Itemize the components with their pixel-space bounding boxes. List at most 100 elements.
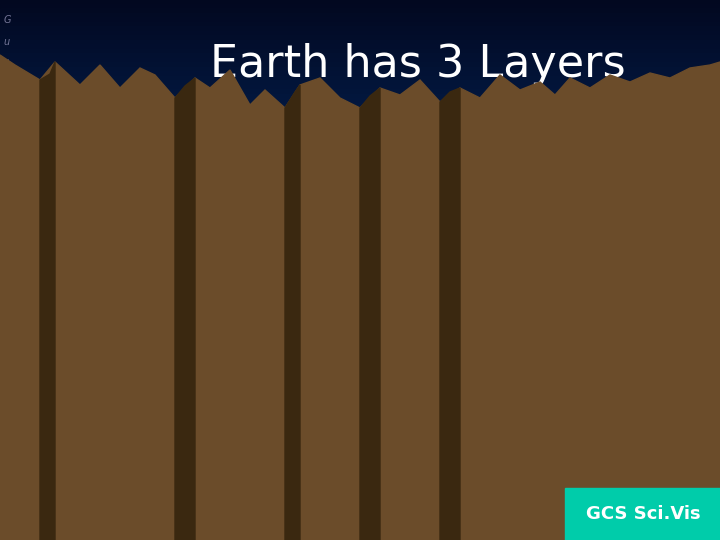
Bar: [0, 305, 720, 310]
Bar: [0, 327, 720, 333]
Bar: [0, 76, 720, 81]
Text: y: y: [4, 323, 10, 333]
Bar: [0, 363, 720, 369]
Text: V: V: [4, 455, 10, 465]
Bar: [0, 431, 720, 436]
Bar: [0, 49, 720, 54]
Bar: [0, 381, 720, 387]
Bar: [0, 395, 720, 401]
Bar: [0, 530, 720, 536]
Bar: [0, 525, 720, 531]
Wedge shape: [67, 110, 212, 270]
Bar: [0, 84, 720, 90]
Bar: [0, 130, 720, 135]
Wedge shape: [71, 115, 212, 270]
Bar: [0, 98, 720, 104]
Text: n: n: [4, 279, 10, 289]
Text: c: c: [4, 389, 9, 399]
Text: .: .: [6, 433, 9, 443]
Bar: [0, 390, 720, 396]
Bar: [0, 368, 720, 374]
Bar: [0, 89, 720, 94]
Bar: [565, 488, 720, 540]
Bar: [0, 494, 720, 500]
Bar: [0, 0, 720, 4]
Bar: [0, 481, 720, 486]
Wedge shape: [119, 167, 212, 270]
Bar: [0, 251, 720, 256]
Text: u: u: [4, 257, 10, 267]
Text: LOWER
MANTLE: LOWER MANTLE: [203, 218, 237, 238]
Bar: [0, 309, 720, 315]
Text: G: G: [4, 15, 11, 25]
Bar: [0, 26, 720, 31]
Bar: [0, 435, 720, 441]
Bar: [0, 116, 720, 122]
Bar: [0, 485, 720, 490]
Bar: [0, 512, 720, 517]
Bar: [0, 35, 720, 40]
Bar: [0, 440, 720, 445]
Polygon shape: [71, 205, 90, 348]
Bar: [0, 242, 720, 247]
Bar: [0, 265, 720, 270]
Bar: [0, 39, 720, 45]
Bar: [0, 120, 720, 126]
Bar: [0, 260, 720, 266]
Text: s: s: [4, 499, 9, 509]
Bar: [0, 296, 720, 301]
Text: o: o: [4, 235, 10, 245]
Bar: [0, 444, 720, 450]
Bar: [0, 197, 720, 202]
Bar: [0, 57, 720, 63]
Wedge shape: [84, 129, 212, 270]
Wedge shape: [144, 195, 212, 270]
Bar: [0, 161, 720, 166]
Bar: [0, 377, 720, 382]
Bar: [0, 174, 720, 180]
Bar: [0, 134, 720, 139]
Bar: [0, 157, 720, 162]
Bar: [0, 215, 720, 220]
Bar: [0, 22, 720, 27]
Bar: [0, 521, 720, 526]
Bar: [0, 93, 720, 99]
Bar: [0, 503, 720, 509]
Bar: [0, 458, 720, 463]
Bar: [0, 287, 720, 293]
Text: GCS Sci.Vis: GCS Sci.Vis: [585, 505, 701, 523]
Bar: [0, 255, 720, 261]
Text: •Mantle: •Mantle: [432, 255, 554, 285]
Bar: [0, 336, 720, 342]
Bar: [0, 300, 720, 306]
Bar: [0, 516, 720, 522]
Text: i: i: [6, 411, 9, 421]
Bar: [0, 62, 720, 68]
Bar: [0, 219, 720, 225]
Bar: [0, 211, 720, 216]
Bar: [0, 332, 720, 338]
Polygon shape: [360, 88, 380, 540]
Bar: [0, 111, 720, 117]
Polygon shape: [175, 78, 195, 540]
Bar: [0, 341, 720, 347]
Text: r: r: [5, 147, 9, 157]
Bar: [0, 498, 720, 504]
Bar: [0, 427, 720, 432]
Text: CRUST: CRUST: [100, 109, 150, 132]
Bar: [0, 103, 720, 108]
Text: •Core: •Core: [432, 192, 521, 220]
Text: UPPER MANTLE: UPPER MANTLE: [204, 393, 269, 402]
Bar: [0, 238, 720, 243]
Bar: [0, 319, 720, 324]
Polygon shape: [40, 62, 55, 540]
Bar: [0, 408, 720, 414]
Bar: [0, 147, 720, 153]
Bar: [0, 508, 720, 513]
Bar: [0, 170, 720, 176]
Bar: [0, 449, 720, 455]
Text: Earth has 3 Layers: Earth has 3 Layers: [210, 43, 626, 86]
Bar: [0, 138, 720, 144]
Bar: [0, 3, 720, 9]
Circle shape: [71, 129, 353, 411]
